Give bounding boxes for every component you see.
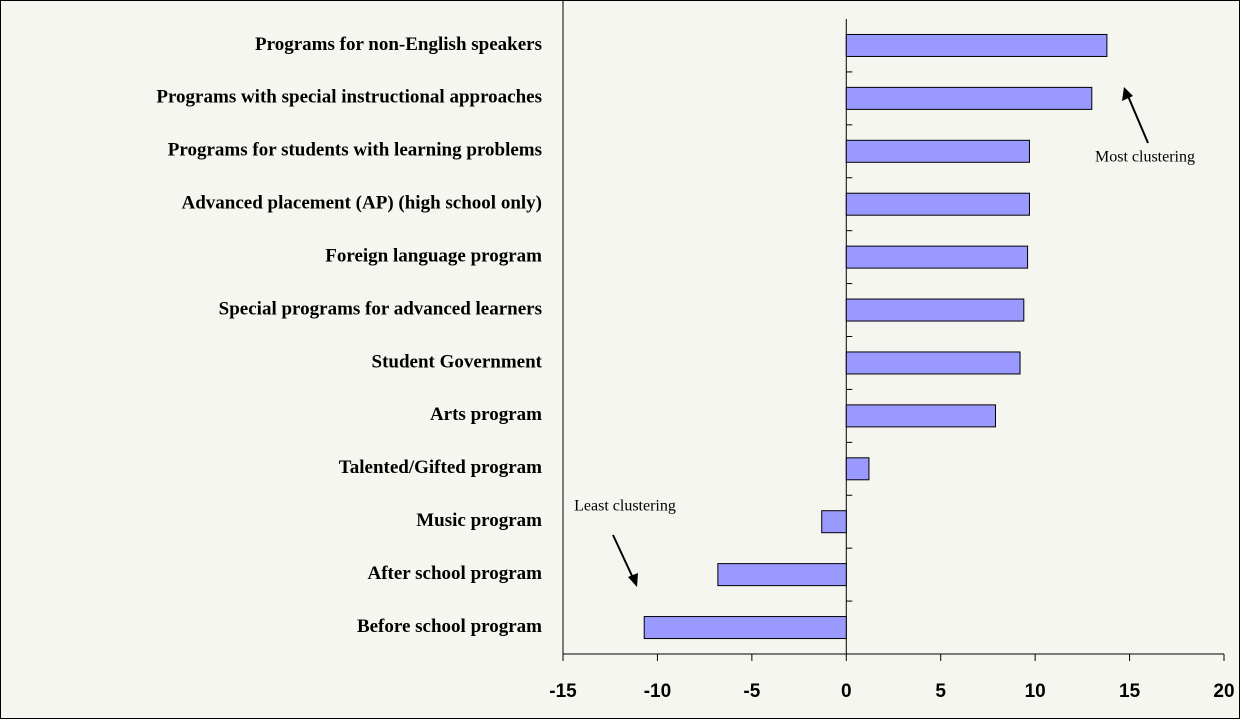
bar bbox=[845, 404, 996, 428]
bar bbox=[845, 139, 1030, 163]
y-tick-label: Before school program bbox=[357, 616, 542, 637]
x-tick-label: -5 bbox=[743, 681, 760, 702]
y-tick-label: Advanced placement (AP) (high school onl… bbox=[182, 193, 542, 214]
x-tick-label: 10 bbox=[1025, 681, 1046, 702]
bar bbox=[845, 457, 870, 481]
x-tick-label: 15 bbox=[1119, 681, 1141, 702]
y-tick-label: Programs for non-English speakers bbox=[255, 34, 542, 55]
bar bbox=[643, 616, 847, 640]
y-tick-label: Talented/Gifted program bbox=[339, 457, 542, 478]
y-tick-label: Programs with special instructional appr… bbox=[156, 87, 542, 108]
y-tick-label: Arts program bbox=[430, 404, 542, 425]
arrow bbox=[1127, 95, 1149, 144]
y-tick-label: Programs for students with learning prob… bbox=[168, 140, 542, 161]
x-tick-label: -10 bbox=[644, 681, 671, 702]
bar bbox=[821, 510, 847, 534]
bar bbox=[845, 86, 1093, 110]
y-tick-label: Foreign language program bbox=[325, 245, 542, 266]
annotation: Most clustering bbox=[1095, 149, 1195, 166]
y-tick-label: Student Government bbox=[372, 351, 543, 372]
annotation: Least clustering bbox=[574, 498, 676, 515]
arrow-head bbox=[1122, 87, 1133, 101]
bar bbox=[845, 351, 1021, 375]
x-tick-label: -15 bbox=[549, 681, 577, 702]
bar bbox=[717, 563, 847, 587]
y-tick-label: After school program bbox=[368, 563, 543, 584]
bar bbox=[845, 192, 1030, 216]
y-tick-label: Special programs for advanced learners bbox=[219, 298, 542, 319]
bar bbox=[845, 298, 1025, 322]
arrow bbox=[612, 534, 634, 579]
x-tick-label: 0 bbox=[841, 681, 852, 702]
bar bbox=[845, 245, 1029, 269]
arrow-head bbox=[628, 573, 638, 587]
bar bbox=[845, 33, 1108, 57]
y-tick-label: Music program bbox=[416, 510, 542, 531]
x-tick-label: 20 bbox=[1213, 681, 1234, 702]
x-tick-label: 5 bbox=[935, 681, 946, 702]
